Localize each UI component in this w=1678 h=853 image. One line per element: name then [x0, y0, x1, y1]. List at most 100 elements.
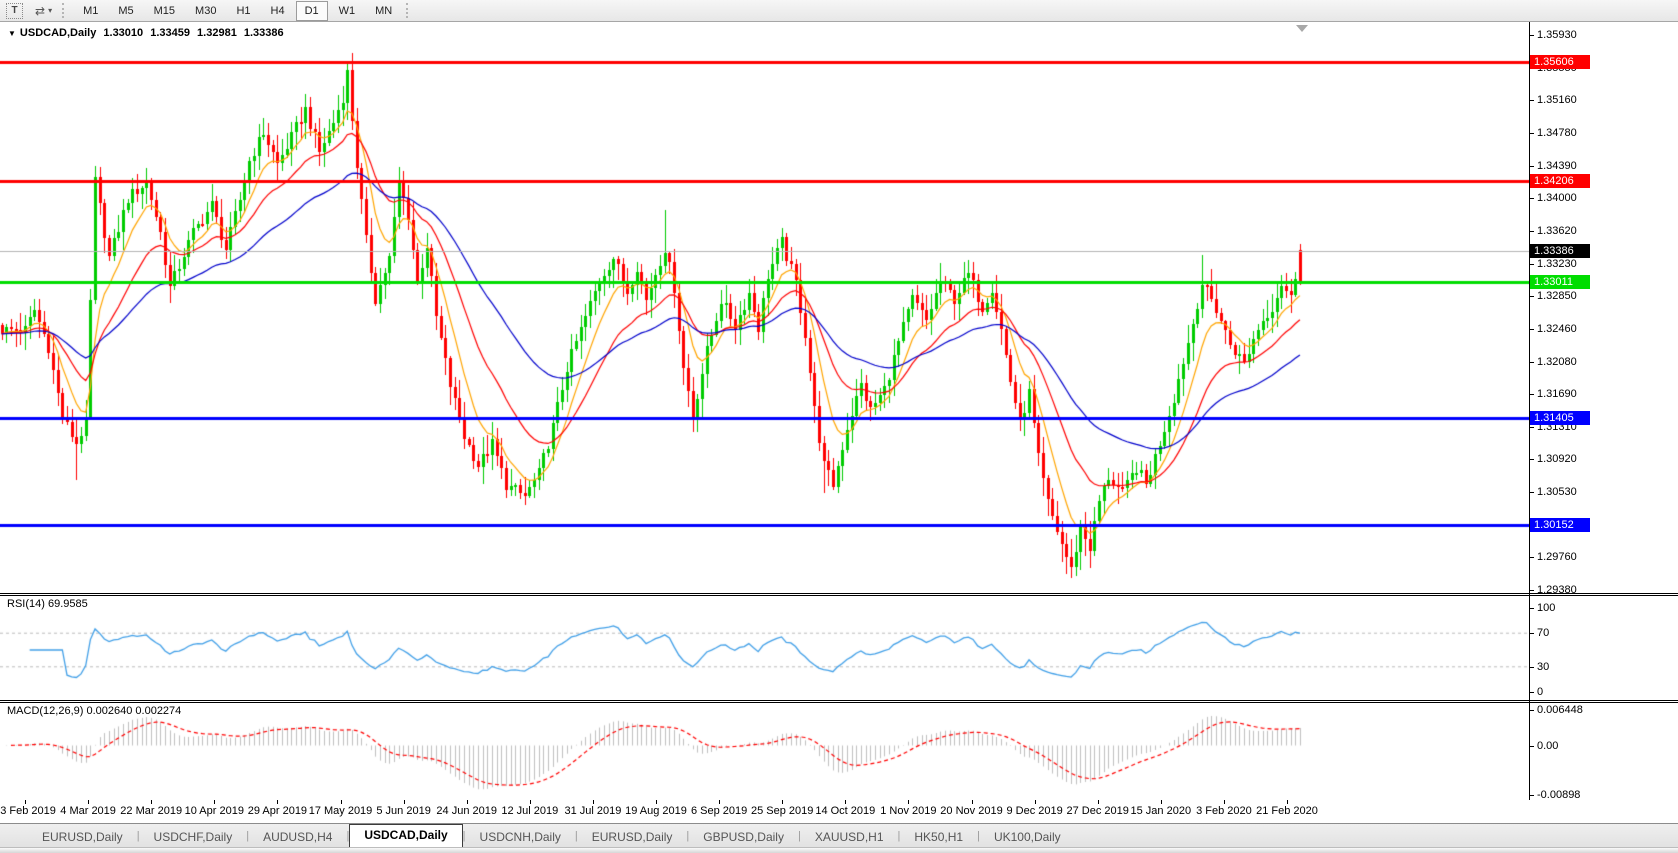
rsi-tick-mark: [1529, 633, 1534, 634]
price-tag-level: 1.30152: [1530, 517, 1590, 532]
price-tag-current: 1.33386: [1530, 243, 1590, 258]
price-tick-mark: [1529, 492, 1534, 493]
date-tick-mark: [908, 800, 909, 804]
price-tick-label: 1.34390: [1537, 159, 1577, 172]
toolbar-grip[interactable]: [406, 3, 411, 18]
tab-usdcad-daily[interactable]: USDCAD,Daily: [349, 824, 463, 848]
panel-divider[interactable]: [0, 595, 1678, 596]
cycle-symbols-button[interactable]: ⇄ ▾: [31, 2, 56, 20]
rsi-tick-label: 0: [1537, 686, 1544, 698]
date-label: 9 Dec 2019: [1006, 805, 1063, 817]
price-axis-line: [1529, 22, 1530, 800]
panel-divider[interactable]: [0, 700, 1678, 701]
chart-window: ▼ USDCAD,Daily 1.33010 1.33459 1.32981 1.…: [0, 22, 1678, 821]
toolbar: T ⇄ ▾ M1 M5 M15 M30 H1 H4 D1 W1 MN: [0, 0, 1678, 22]
text-tool-button[interactable]: T: [2, 2, 27, 20]
date-label: 17 May 2019: [308, 805, 373, 817]
price-tick-label: 1.29760: [1537, 551, 1577, 564]
rsi-tick-label: 30: [1537, 660, 1550, 673]
tab-audusd-h4[interactable]: AUDUSD,H4: [263, 830, 333, 844]
tab-separator: |: [346, 829, 350, 842]
chart-dropdown-icon[interactable]: ▼: [8, 29, 16, 38]
rsi-tick-label: 70: [1537, 627, 1550, 640]
timeframe-button-h4[interactable]: H4: [270, 4, 285, 17]
macd-tick-label: -0.00898: [1537, 788, 1581, 801]
price-tick-mark: [1529, 100, 1534, 101]
tab-separator: |: [136, 829, 140, 842]
tab-eurusd-daily[interactable]: EURUSD,Daily: [42, 830, 123, 844]
tab-xauusd-h1[interactable]: XAUUSD,H1: [814, 830, 884, 844]
tab-eurusd-daily[interactable]: EURUSD,Daily: [591, 830, 673, 844]
main-chart-canvas[interactable]: [0, 22, 1529, 593]
tab-separator: |: [897, 829, 901, 842]
timeframe-button-d1[interactable]: D1: [295, 0, 328, 21]
ohlc-low: 1.32981: [197, 27, 237, 39]
macd-indicator-canvas[interactable]: [0, 702, 1529, 800]
timeframe-button-mn[interactable]: MN: [375, 4, 393, 17]
tab-separator: |: [797, 829, 801, 842]
price-tick-mark: [1529, 394, 1534, 395]
timeframe-button-w1[interactable]: W1: [338, 4, 356, 17]
toolbar-grip[interactable]: [62, 3, 67, 18]
timeframe-button-group: M1 M5 M15 M30 H1 H4 D1 W1 MN: [73, 0, 402, 21]
rsi-indicator-canvas[interactable]: [0, 595, 1529, 700]
tab-separator: |: [462, 829, 466, 842]
price-tick-mark: [1529, 35, 1534, 36]
tab-uk100-daily[interactable]: UK100,Daily: [993, 830, 1061, 844]
price-tick-label: 1.34780: [1537, 126, 1577, 139]
chevron-down-icon: ▾: [48, 6, 53, 15]
price-tick-label: 1.33620: [1537, 224, 1577, 237]
timeframe-button-m1[interactable]: M1: [83, 4, 99, 17]
tab-hk50-h1[interactable]: HK50,H1: [914, 830, 964, 844]
date-tick-mark: [1161, 800, 1162, 804]
date-tick-mark: [656, 800, 657, 804]
tab-separator: |: [686, 829, 690, 842]
date-label: 19 Aug 2019: [625, 805, 687, 817]
date-label: 5 Jun 2019: [376, 805, 431, 817]
rsi-tick-label: 100: [1537, 602, 1556, 614]
price-tick-mark: [1529, 231, 1534, 232]
date-tick-mark: [341, 800, 342, 804]
tab-separator: |: [246, 829, 250, 842]
rsi-tick-mark: [1529, 667, 1534, 668]
date-tick-mark: [88, 800, 89, 804]
text-tool-icon: T: [6, 2, 23, 19]
price-tag-level: 1.34206: [1530, 174, 1590, 189]
chart-symbol: USDCAD,Daily: [19, 27, 97, 39]
date-label: 12 Jul 2019: [501, 805, 559, 817]
tab-usdcnh-daily[interactable]: USDCNH,Daily: [479, 830, 561, 844]
macd-tick-mark: [1529, 795, 1534, 796]
price-tick-label: 1.31690: [1537, 388, 1577, 401]
date-tick-mark: [719, 800, 720, 804]
date-tick-mark: [782, 800, 783, 804]
tab-gbpusd-daily[interactable]: GBPUSD,Daily: [703, 830, 784, 844]
tab-usdchf-daily[interactable]: USDCHF,Daily: [153, 830, 233, 844]
panel-divider[interactable]: [0, 593, 1678, 594]
macd-tick-label: 0.00: [1537, 739, 1559, 752]
ohlc-close: 1.33386: [243, 27, 284, 39]
panel-divider[interactable]: [0, 702, 1678, 703]
date-label: 15 Jan 2020: [1130, 805, 1192, 817]
date-label: 21 Feb 2020: [1256, 805, 1318, 817]
timeframe-button-m30[interactable]: M30: [195, 4, 217, 17]
tab-separator: |: [574, 829, 578, 842]
rsi-tick-mark: [1529, 608, 1534, 609]
macd-label: MACD(12,26,9) 0.002640 0.002274: [7, 705, 182, 717]
price-tick-label: 1.35160: [1537, 94, 1577, 107]
price-tick-mark: [1529, 264, 1534, 265]
tab-separator: |: [977, 829, 980, 842]
price-tick-mark: [1529, 198, 1534, 199]
date-label: 25 Sep 2019: [750, 805, 814, 817]
price-tag-level: 1.31405: [1530, 411, 1590, 426]
date-tick-mark: [1098, 800, 1099, 804]
ohlc-high: 1.33459: [150, 27, 190, 39]
timeframe-button-m5[interactable]: M5: [118, 4, 134, 17]
date-tick-mark: [404, 800, 405, 804]
rsi-label: RSI(14) 69.9585: [7, 598, 88, 610]
timeframe-button-m15[interactable]: M15: [153, 4, 176, 17]
date-label: 20 Nov 2019: [940, 805, 1003, 817]
price-tag-level: 1.35606: [1530, 55, 1590, 70]
timeframe-button-h1[interactable]: H1: [236, 4, 251, 17]
chart-tab-bar: EURUSD,Daily | USDCHF,Daily | AUDUSD,H4 | USDC…: [0, 823, 1678, 848]
